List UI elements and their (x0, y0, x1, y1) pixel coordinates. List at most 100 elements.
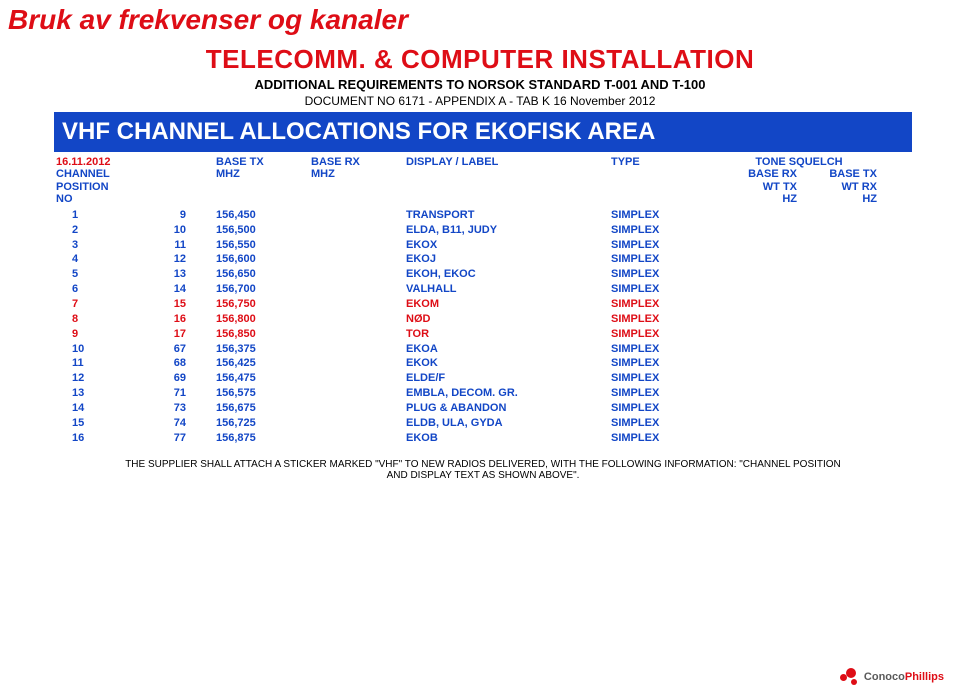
cell-mhz: 156,650 (214, 267, 309, 282)
table-row: 1371156,575EMBLA, DECOM. GR.SIMPLEX (54, 386, 912, 401)
doc-info: DOCUMENT NO 6171 - APPENDIX A - TAB K 16… (48, 94, 912, 108)
cell-label: ELDA, B11, JUDY (404, 223, 609, 238)
table-row: 614156,700VALHALLSIMPLEX (54, 282, 912, 297)
cell-mhz: 156,375 (214, 342, 309, 357)
cell-empty (309, 356, 404, 371)
cell-label: NØD (404, 312, 609, 327)
cell-mhz: 156,425 (214, 356, 309, 371)
logo-text: ConocoPhillips (864, 671, 944, 683)
doc-title: TELECOMM. & COMPUTER INSTALLATION (48, 44, 912, 75)
cell-type: SIMPLEX (609, 386, 719, 401)
cell-type: SIMPLEX (609, 431, 719, 446)
cell-no: 3 (54, 238, 124, 253)
cell-mhz: 156,850 (214, 327, 309, 342)
cell-no: 5 (54, 267, 124, 282)
cell-no: 11 (54, 356, 124, 371)
cell-empty (309, 297, 404, 312)
cell-empty (309, 282, 404, 297)
cell-mhz: 156,700 (214, 282, 309, 297)
cell-type: SIMPLEX (609, 238, 719, 253)
cell-type: SIMPLEX (609, 297, 719, 312)
cell-ch: 74 (124, 416, 214, 431)
col-mhz2: MHZ (309, 168, 404, 181)
cell-type: SIMPLEX (609, 416, 719, 431)
footer-note: THE SUPPLIER SHALL ATTACH A STICKER MARK… (54, 459, 912, 481)
type-head: TYPE (609, 156, 719, 168)
basetx-head: BASE TX (214, 156, 309, 168)
cell-empty (309, 252, 404, 267)
cell-ch: 68 (124, 356, 214, 371)
cell-mhz: 156,725 (214, 416, 309, 431)
content-panel: VHF CHANNEL ALLOCATIONS FOR EKOFISK AREA… (0, 112, 960, 481)
cell-no: 4 (54, 252, 124, 267)
cell-no: 10 (54, 342, 124, 357)
cell-no: 6 (54, 282, 124, 297)
cell-no: 12 (54, 371, 124, 386)
cell-ch: 69 (124, 371, 214, 386)
cell-type: SIMPLEX (609, 342, 719, 357)
col-channel: CHANNEL POSITION NO (54, 168, 124, 206)
cell-empty (309, 342, 404, 357)
page-title: Bruk av frekvenser og kanaler (8, 4, 960, 36)
doc-title-block: TELECOMM. & COMPUTER INSTALLATION ADDITI… (0, 44, 960, 112)
cell-no: 7 (54, 297, 124, 312)
cell-mhz: 156,475 (214, 371, 309, 386)
cell-ch: 73 (124, 401, 214, 416)
cell-type: SIMPLEX (609, 282, 719, 297)
info-row: 16.11.2012 BASE TX BASE RX DISPLAY / LAB… (54, 156, 912, 168)
cell-mhz: 156,675 (214, 401, 309, 416)
cell-mhz: 156,875 (214, 431, 309, 446)
table-row: 412156,600EKOJSIMPLEX (54, 252, 912, 267)
cell-empty (309, 371, 404, 386)
cell-label: TRANSPORT (404, 208, 609, 223)
cell-empty (309, 312, 404, 327)
table-row: 1168156,425EKOKSIMPLEX (54, 356, 912, 371)
company-logo: ConocoPhillips (836, 664, 944, 690)
cell-empty (309, 238, 404, 253)
col-basetx: BASE TX WT RX HZ (799, 168, 879, 206)
col-mhz1: MHZ (214, 168, 309, 181)
doc-subtitle: ADDITIONAL REQUIREMENTS TO NORSOK STANDA… (48, 77, 912, 92)
table-row: 816156,800NØDSIMPLEX (54, 312, 912, 327)
cell-label: EKOB (404, 431, 609, 446)
cell-mhz: 156,500 (214, 223, 309, 238)
cell-type: SIMPLEX (609, 356, 719, 371)
cell-label: EKOJ (404, 252, 609, 267)
banner-title: VHF CHANNEL ALLOCATIONS FOR EKOFISK AREA (54, 112, 912, 152)
display-head: DISPLAY / LABEL (404, 156, 609, 168)
cell-label: EKOM (404, 297, 609, 312)
logo-icon (836, 664, 862, 690)
cell-label: EKOA (404, 342, 609, 357)
tonesquelch-head: TONE SQUELCH (719, 156, 879, 168)
table-row: 19156,450TRANSPORTSIMPLEX (54, 208, 912, 223)
cell-type: SIMPLEX (609, 371, 719, 386)
cell-ch: 9 (124, 208, 214, 223)
cell-label: PLUG & ABANDON (404, 401, 609, 416)
cell-type: SIMPLEX (609, 401, 719, 416)
page-header: Bruk av frekvenser og kanaler (0, 0, 960, 44)
cell-empty (309, 267, 404, 282)
cell-ch: 77 (124, 431, 214, 446)
date-label: 16.11.2012 (54, 156, 124, 168)
channel-table: 19156,450TRANSPORTSIMPLEX2 10 156,500 ELDA,… (54, 208, 912, 446)
cell-label: EKOX (404, 238, 609, 253)
cell-label: EKOH, EKOC (404, 267, 609, 282)
cell-ch: 11 (124, 238, 214, 253)
cell-no: 1 (54, 208, 124, 223)
cell-label: EMBLA, DECOM. GR. (404, 386, 609, 401)
cell-no: 2 (54, 223, 124, 238)
cell-type: SIMPLEX (609, 223, 719, 238)
cell-ch: 71 (124, 386, 214, 401)
cell-empty (309, 416, 404, 431)
col-baserx: BASE RX WT TX HZ (719, 168, 799, 206)
cell-ch: 67 (124, 342, 214, 357)
cell-no: 15 (54, 416, 124, 431)
cell-mhz: 156,800 (214, 312, 309, 327)
cell-ch: 15 (124, 297, 214, 312)
table-row: 1473156,675PLUG & ABANDONSIMPLEX (54, 401, 912, 416)
cell-type: SIMPLEX (609, 252, 719, 267)
table-row: 311156,550EKOXSIMPLEX (54, 238, 912, 253)
cell-label: ELDE/F (404, 371, 609, 386)
baserx-head: BASE RX (309, 156, 404, 168)
cell-empty (309, 327, 404, 342)
